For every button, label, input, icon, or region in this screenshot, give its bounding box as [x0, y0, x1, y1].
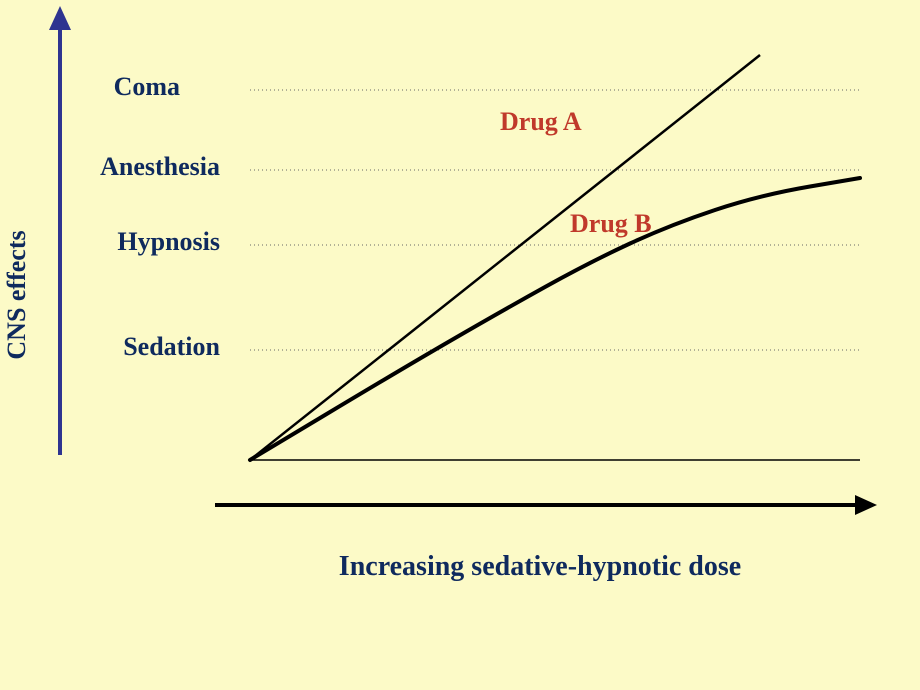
slide: Sedation Hypnosis Anesthesia Coma Drug A Drug… — [0, 0, 920, 690]
x-axis-title: Increasing sedative-hypnotic dose — [339, 551, 741, 582]
y-tick-label: Hypnosis — [117, 227, 220, 256]
y-tick-label: Sedation — [123, 332, 220, 361]
series-label: Drug A — [500, 107, 582, 136]
dose-response-chart: Sedation Hypnosis Anesthesia Coma Drug A Drug… — [0, 0, 920, 690]
y-tick-label: Anesthesia — [100, 152, 220, 181]
y-tick-label: Coma — [114, 72, 180, 101]
series-label: Drug B — [570, 209, 652, 238]
y-axis-title: CNS effects — [2, 230, 31, 359]
